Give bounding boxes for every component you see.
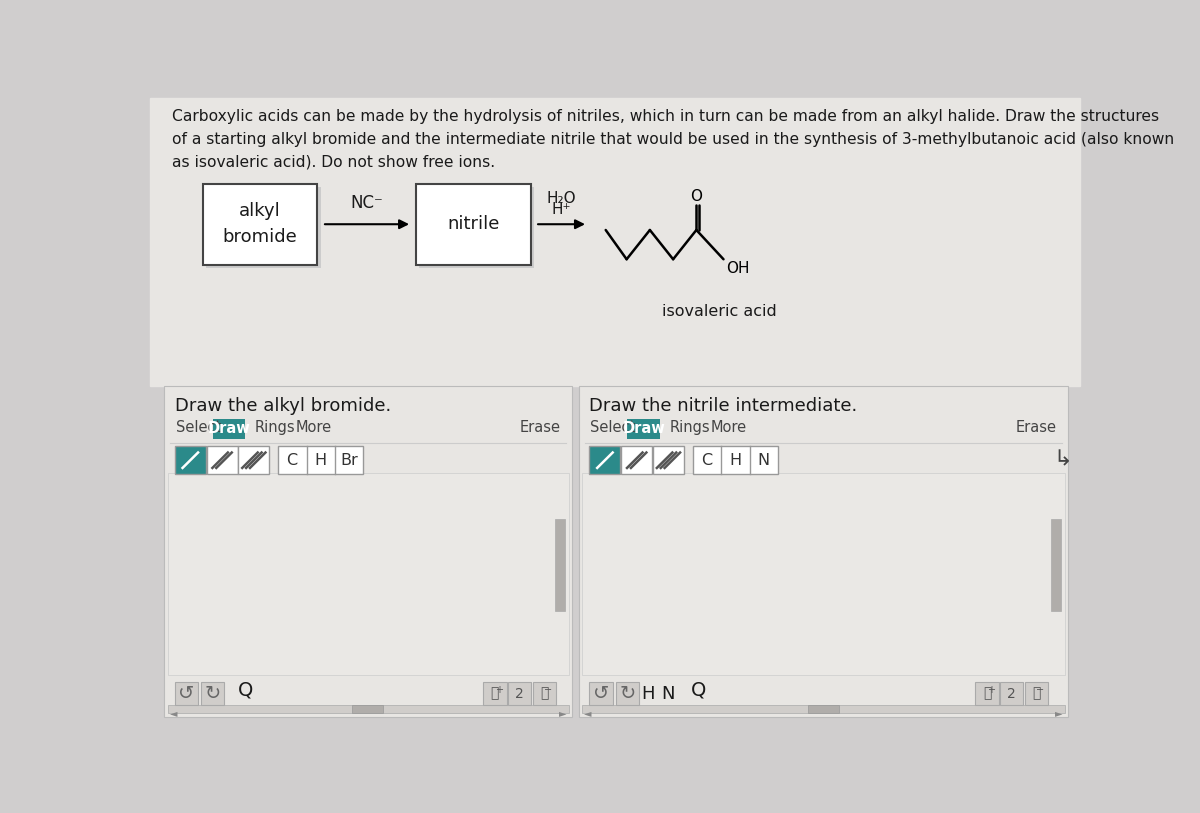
Bar — [202, 682, 224, 705]
Text: Select: Select — [590, 420, 636, 436]
Text: Q: Q — [238, 681, 253, 700]
Text: Br: Br — [341, 453, 358, 467]
Text: 🔍: 🔍 — [1032, 686, 1040, 701]
Text: ↻: ↻ — [204, 684, 221, 703]
Bar — [1025, 682, 1049, 705]
Text: ►: ► — [1055, 708, 1063, 718]
Bar — [578, 386, 1068, 717]
Bar — [622, 446, 653, 474]
Bar — [628, 419, 660, 439]
Text: 🔍: 🔍 — [491, 686, 499, 701]
Bar — [556, 519, 565, 611]
Text: ↻: ↻ — [619, 684, 636, 703]
Text: H⁺: H⁺ — [552, 202, 571, 216]
Bar — [484, 682, 506, 705]
Text: Carboxylic acids can be made by the hydrolysis of nitriles, which in turn can be: Carboxylic acids can be made by the hydr… — [172, 109, 1174, 170]
Bar — [168, 705, 569, 713]
Text: alkyl
bromide: alkyl bromide — [223, 202, 298, 246]
Bar — [278, 446, 364, 474]
Text: +: + — [986, 685, 995, 694]
Bar — [175, 682, 198, 705]
Bar — [589, 682, 613, 705]
Bar — [533, 682, 556, 705]
Text: More: More — [295, 420, 332, 436]
Text: C: C — [701, 453, 712, 467]
Text: 🔍: 🔍 — [983, 686, 991, 701]
Bar — [808, 705, 839, 713]
Text: C: C — [287, 453, 298, 467]
Text: Draw: Draw — [623, 421, 665, 436]
Text: Erase: Erase — [520, 420, 560, 436]
Text: N: N — [757, 453, 770, 467]
Text: ↺: ↺ — [593, 684, 610, 703]
Text: −: − — [1037, 685, 1044, 694]
Bar — [589, 446, 620, 474]
Text: 2: 2 — [515, 686, 524, 701]
Text: nitrile: nitrile — [446, 215, 499, 233]
Text: H: H — [730, 453, 742, 467]
Bar — [212, 419, 245, 439]
Text: Draw: Draw — [208, 421, 251, 436]
Bar — [206, 446, 238, 474]
Bar — [1000, 682, 1024, 705]
Text: H: H — [642, 685, 655, 702]
Text: 2: 2 — [1008, 686, 1016, 701]
Text: Erase: Erase — [1015, 420, 1057, 436]
Text: NC⁻: NC⁻ — [350, 194, 383, 212]
Text: Draw the nitrile intermediate.: Draw the nitrile intermediate. — [589, 397, 858, 415]
Bar — [419, 187, 534, 267]
Bar — [1051, 519, 1061, 611]
Text: isovaleric acid: isovaleric acid — [661, 304, 776, 319]
Text: Rings: Rings — [670, 420, 710, 436]
Bar — [653, 446, 684, 474]
Bar — [616, 682, 640, 705]
Text: H₂O: H₂O — [547, 191, 576, 206]
Text: OH: OH — [726, 261, 749, 276]
Bar — [239, 446, 269, 474]
Text: ►: ► — [559, 708, 566, 718]
Bar — [206, 187, 320, 267]
Bar — [976, 682, 998, 705]
Text: ◄: ◄ — [584, 708, 592, 718]
Bar — [508, 682, 532, 705]
Bar — [164, 386, 572, 717]
Text: 🔍: 🔍 — [540, 686, 548, 701]
Text: H: H — [314, 453, 326, 467]
Bar — [582, 472, 1064, 675]
Text: More: More — [710, 420, 746, 436]
Bar — [692, 446, 778, 474]
Bar — [203, 184, 317, 265]
Text: Rings: Rings — [254, 420, 295, 436]
Bar — [353, 705, 383, 713]
Text: O: O — [690, 189, 702, 204]
Bar — [150, 98, 1080, 386]
Text: ↺: ↺ — [179, 684, 194, 703]
Text: Q: Q — [691, 681, 707, 700]
Text: ◄: ◄ — [169, 708, 178, 718]
Bar — [416, 184, 530, 265]
Text: ↳: ↳ — [1054, 450, 1073, 469]
Bar — [168, 472, 569, 675]
Text: Draw the alkyl bromide.: Draw the alkyl bromide. — [175, 397, 391, 415]
Bar — [582, 705, 1064, 713]
Text: Select: Select — [175, 420, 221, 436]
Text: N: N — [661, 685, 674, 702]
Text: +: + — [494, 685, 503, 694]
Bar — [175, 446, 206, 474]
Text: −: − — [545, 685, 552, 694]
